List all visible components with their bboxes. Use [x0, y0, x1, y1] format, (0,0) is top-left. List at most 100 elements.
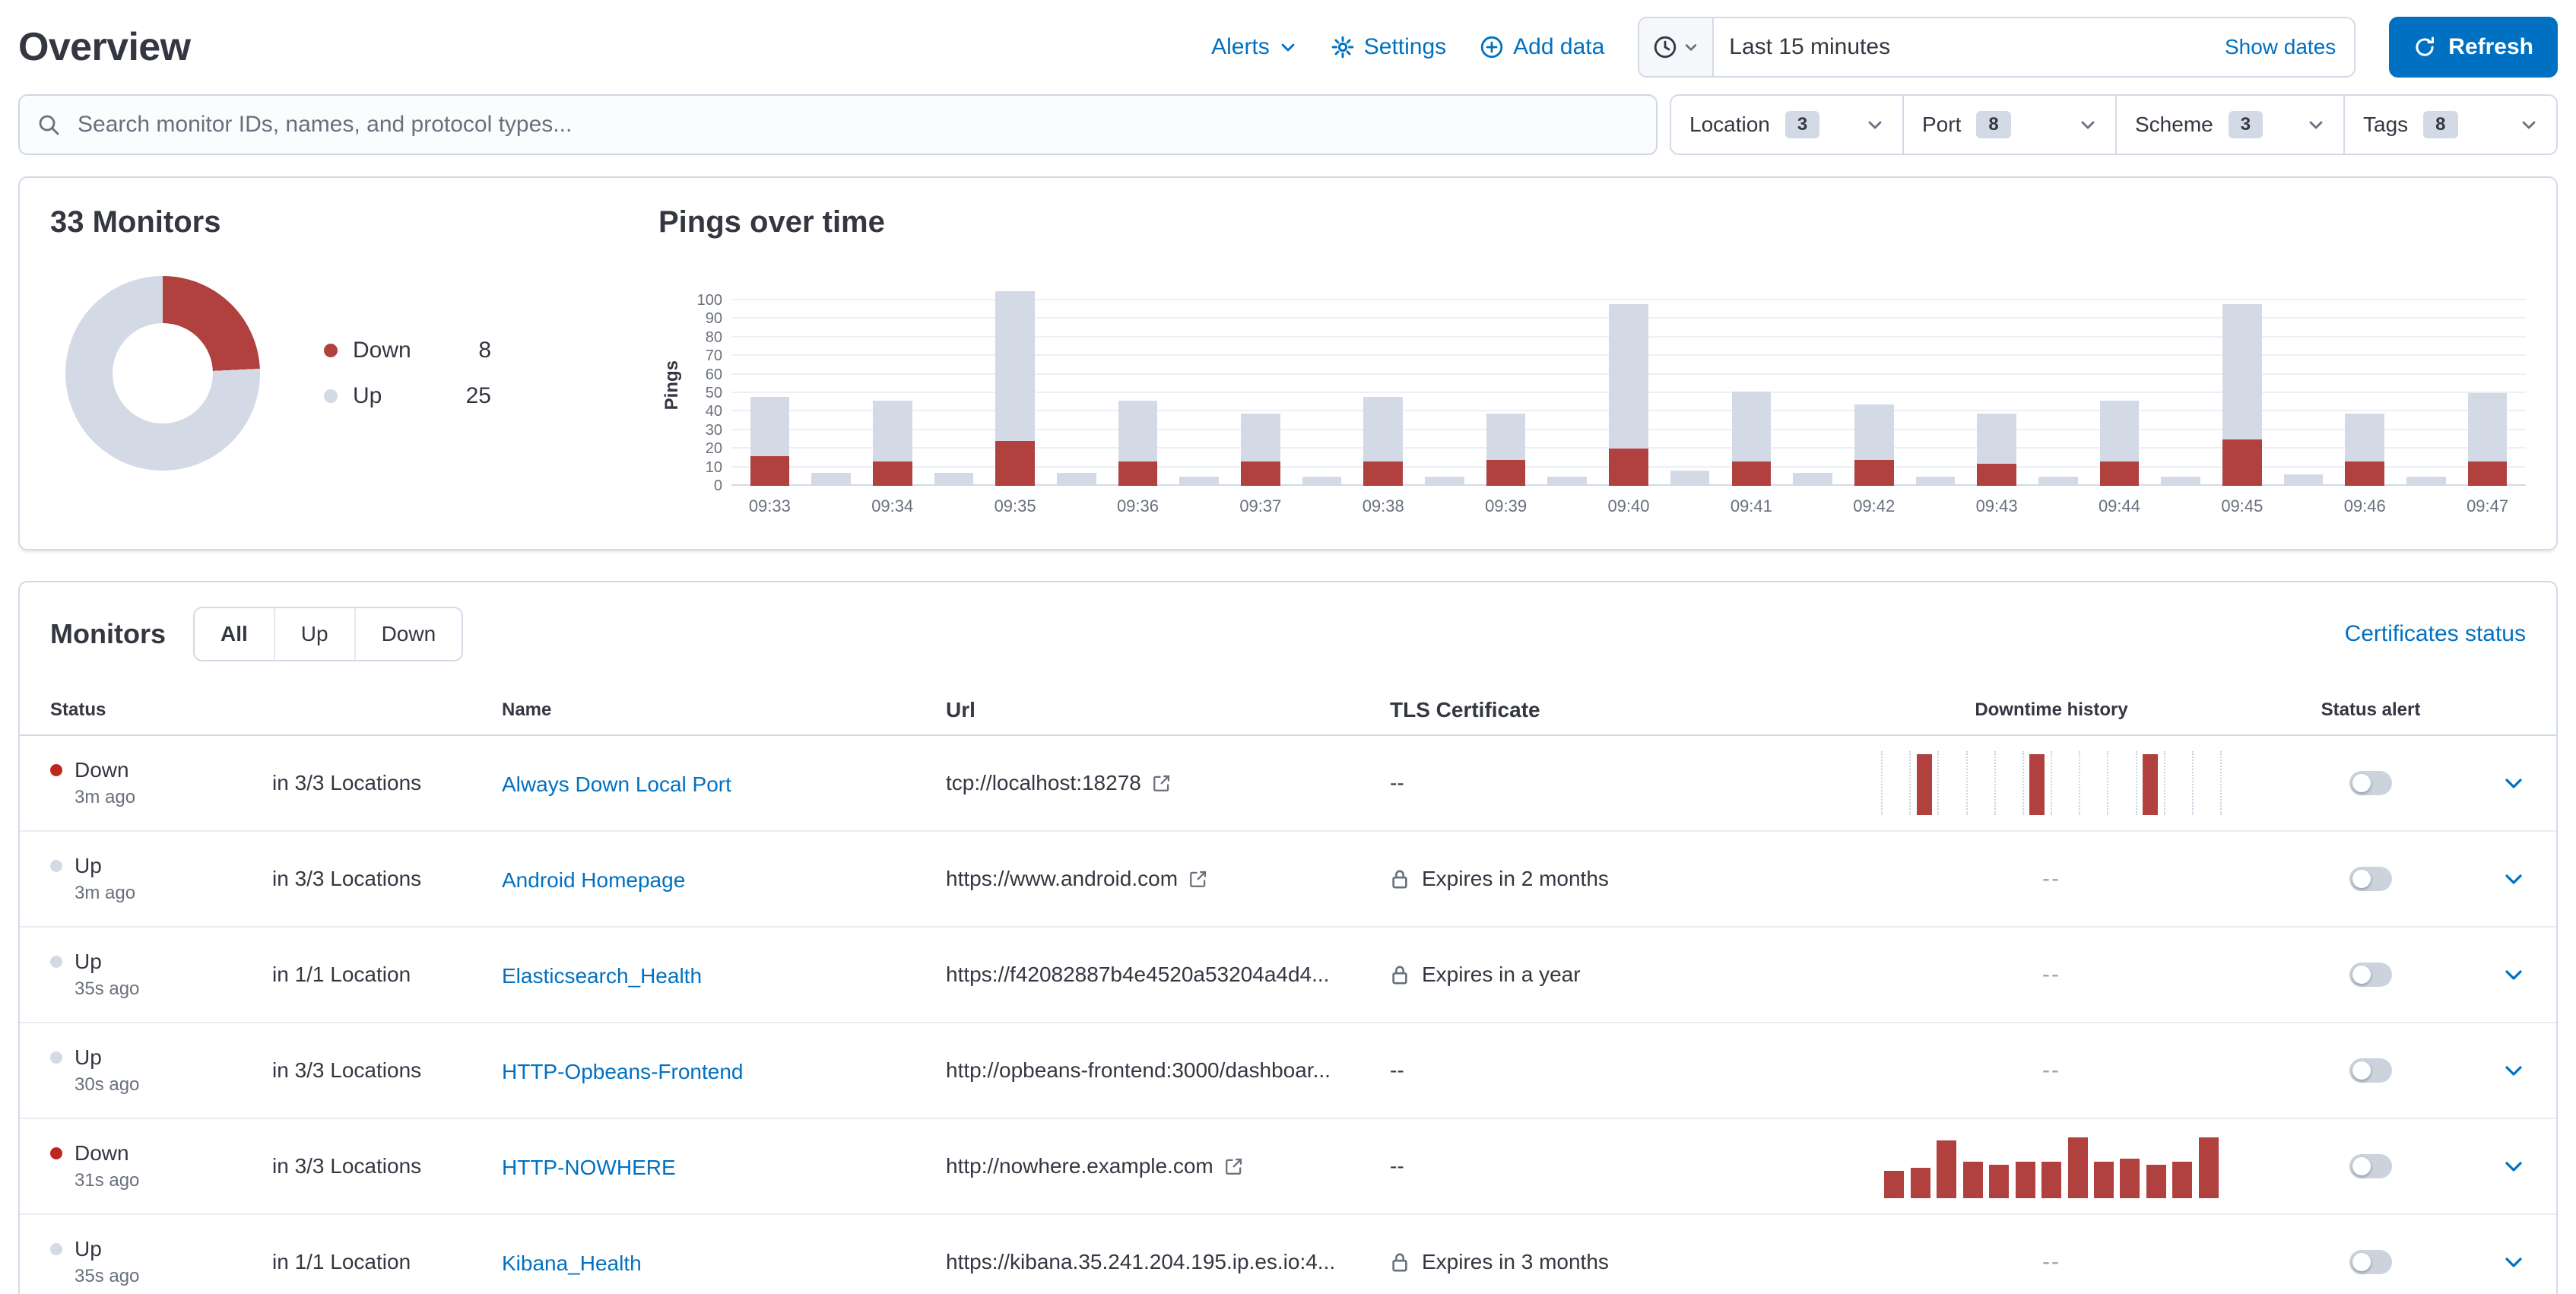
chevron-down-icon: [1866, 116, 1884, 134]
chevron-down-icon: [2520, 116, 2538, 134]
status-alert-toggle[interactable]: [2349, 771, 2392, 795]
monitor-name-link[interactable]: Always Down Local Port: [502, 772, 731, 796]
pings-bar: [1045, 472, 1107, 486]
downtime-cell: [1846, 751, 2257, 815]
status-cell: Down 3m ago: [50, 758, 272, 808]
status-alert-toggle[interactable]: [2349, 1250, 2392, 1274]
time-range-value[interactable]: Last 15 minutes: [1729, 34, 1891, 59]
expand-row-chevron-icon[interactable]: [2501, 867, 2526, 891]
filter-scheme[interactable]: Scheme 3: [2115, 96, 2343, 154]
filter-tags[interactable]: Tags 8: [2343, 96, 2556, 154]
chevron-down-icon: [1279, 38, 1297, 56]
expand-row-chevron-icon[interactable]: [2501, 771, 2526, 795]
page-title: Overview: [18, 25, 191, 69]
monitor-name-link[interactable]: HTTP-Opbeans-Frontend: [502, 1059, 744, 1083]
table-header: Status Name Url TLS Certificate Downtime…: [20, 686, 2556, 736]
status-cell: Up 30s ago: [50, 1045, 272, 1096]
status-timestamp: 3m ago: [75, 787, 136, 807]
table-row: Up 30s ago in 3/3 Locations HTTP-Opbeans-Fr…: [20, 1023, 2556, 1119]
tls-cell: --: [1390, 1154, 1846, 1178]
table-row: Down 31s ago in 3/3 Locations HTTP-NOWHERE h…: [20, 1119, 2556, 1215]
pings-bar: [1475, 413, 1537, 486]
filter-count-badge: 8: [1976, 111, 2011, 138]
pings-x-tick: 09:37: [1239, 496, 1282, 515]
status-timestamp: 35s ago: [75, 978, 140, 999]
chevron-down-icon: [2307, 116, 2325, 134]
monitors-panel: Monitors All Up Down Certificates status…: [18, 581, 2558, 1294]
status-dot: [50, 860, 62, 872]
locations-cell: in 3/3 Locations: [272, 771, 422, 794]
search-box: [18, 94, 1658, 155]
status-filter-button-group: All Up Down: [192, 607, 464, 661]
tab-down[interactable]: Down: [354, 608, 462, 660]
toggle-knob: [2352, 774, 2371, 792]
pings-x-tick: 09:44: [2098, 496, 2140, 515]
pings-bar: [2150, 476, 2212, 486]
lock-icon: [1390, 963, 1410, 986]
show-dates-button[interactable]: Show dates: [2224, 35, 2336, 59]
alerts-menu-button[interactable]: Alerts: [1211, 34, 1297, 60]
external-link-icon[interactable]: [1152, 773, 1172, 793]
expand-row-chevron-icon[interactable]: [2501, 1250, 2526, 1274]
status-dot: [50, 1243, 62, 1255]
legend-value: 25: [465, 383, 491, 408]
filter-count-badge: 8: [2423, 111, 2458, 138]
alert-cell: [2257, 1154, 2485, 1178]
downtime-empty: --: [2042, 866, 2060, 891]
downtime-cell: --: [1846, 1058, 2257, 1083]
monitor-name-link[interactable]: HTTP-NOWHERE: [502, 1155, 676, 1179]
pings-bar: [1659, 471, 1721, 486]
chevron-down-icon: [1683, 40, 1699, 55]
settings-label: Settings: [1363, 34, 1447, 59]
url-text: https://kibana.35.241.204.195.ip.es.io:4…: [946, 1250, 1336, 1273]
time-quick-select-button[interactable]: [1639, 18, 1715, 76]
status-timestamp: 30s ago: [75, 1074, 140, 1095]
pings-bar: [2212, 303, 2273, 486]
toggle-knob: [2352, 1253, 2371, 1271]
tab-up[interactable]: Up: [273, 608, 354, 660]
external-link-icon[interactable]: [1188, 869, 1208, 889]
monitor-name-link[interactable]: Kibana_Health: [502, 1251, 642, 1275]
add-data-button[interactable]: Add data: [1480, 34, 1604, 60]
status-alert-toggle[interactable]: [2349, 867, 2392, 891]
status-alert-toggle[interactable]: [2349, 963, 2392, 987]
downtime-cell: --: [1846, 962, 2257, 988]
pings-bar: [2027, 476, 2089, 486]
pings-x-tick: [1659, 496, 1721, 516]
filter-label: Scheme: [2135, 113, 2213, 136]
alert-cell: [2257, 867, 2485, 891]
certificates-status-link[interactable]: Certificates status: [2344, 621, 2526, 646]
add-data-label: Add data: [1513, 34, 1605, 59]
column-header-status: Status: [50, 699, 106, 720]
monitor-name-link[interactable]: Android Homepage: [502, 867, 686, 892]
downtime-empty: --: [2042, 962, 2060, 987]
toggle-knob: [2352, 870, 2371, 888]
external-link-icon[interactable]: [1224, 1156, 1244, 1176]
status-alert-toggle[interactable]: [2349, 1058, 2392, 1083]
tab-all[interactable]: All: [220, 622, 248, 645]
expand-row-chevron-icon[interactable]: [2501, 1058, 2526, 1083]
expand-row-chevron-icon[interactable]: [2501, 963, 2526, 987]
pings-bar: [739, 396, 801, 486]
url-cell: http://opbeans-frontend:3000/dashboar...: [946, 1058, 1390, 1083]
pings-x-tick: 09:41: [1730, 496, 1772, 515]
refresh-button[interactable]: Refresh: [2389, 17, 2558, 78]
downtime-history-chart: [1881, 751, 2222, 815]
search-input[interactable]: [18, 94, 1658, 155]
filter-port[interactable]: Port 8: [1902, 96, 2115, 154]
monitors-table: Status Name Url TLS Certificate Downtime…: [20, 686, 2556, 1294]
filter-location[interactable]: Location 3: [1671, 96, 1902, 154]
donut-legend: Down 8 Up 25: [324, 338, 491, 409]
pings-x-tick: [1905, 496, 1966, 516]
expand-row-chevron-icon[interactable]: [2501, 1154, 2526, 1178]
pings-bar: [1107, 400, 1169, 486]
status-alert-toggle[interactable]: [2349, 1154, 2392, 1178]
settings-button[interactable]: Settings: [1331, 34, 1446, 60]
pings-x-tick: 09:33: [748, 496, 791, 515]
monitor-name-link[interactable]: Elasticsearch_Health: [502, 963, 703, 988]
pings-x-tick: 09:35: [994, 496, 1036, 515]
legend-item-down: Down 8: [324, 338, 491, 363]
pings-bar: [1843, 404, 1905, 486]
pings-x-tick: [2273, 496, 2334, 516]
